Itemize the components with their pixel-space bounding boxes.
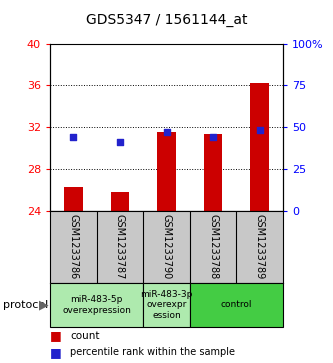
Bar xyxy=(111,192,129,211)
Bar xyxy=(250,83,269,211)
Text: miR-483-3p
overexpr
ession: miR-483-3p overexpr ession xyxy=(140,290,193,320)
Text: ■: ■ xyxy=(50,329,62,342)
Point xyxy=(117,139,123,145)
Bar xyxy=(143,283,190,327)
Bar xyxy=(64,187,83,211)
Point xyxy=(71,134,76,140)
Text: miR-483-5p
overexpression: miR-483-5p overexpression xyxy=(62,295,131,315)
Point xyxy=(164,129,169,135)
Text: ▶: ▶ xyxy=(39,298,49,311)
Text: percentile rank within the sample: percentile rank within the sample xyxy=(70,347,235,357)
Text: control: control xyxy=(221,301,252,309)
Text: count: count xyxy=(70,331,100,341)
Text: GSM1233787: GSM1233787 xyxy=(115,214,125,280)
Text: ■: ■ xyxy=(50,346,62,359)
Bar xyxy=(157,132,176,211)
Bar xyxy=(204,134,222,211)
Text: GSM1233789: GSM1233789 xyxy=(255,214,265,280)
Text: protocol: protocol xyxy=(3,300,49,310)
Bar xyxy=(190,283,283,327)
Point xyxy=(257,127,262,133)
Text: GDS5347 / 1561144_at: GDS5347 / 1561144_at xyxy=(86,13,247,27)
Text: GSM1233786: GSM1233786 xyxy=(68,214,78,280)
Point xyxy=(210,134,216,140)
Text: GSM1233790: GSM1233790 xyxy=(162,214,171,280)
Bar xyxy=(50,283,143,327)
Text: GSM1233788: GSM1233788 xyxy=(208,214,218,280)
